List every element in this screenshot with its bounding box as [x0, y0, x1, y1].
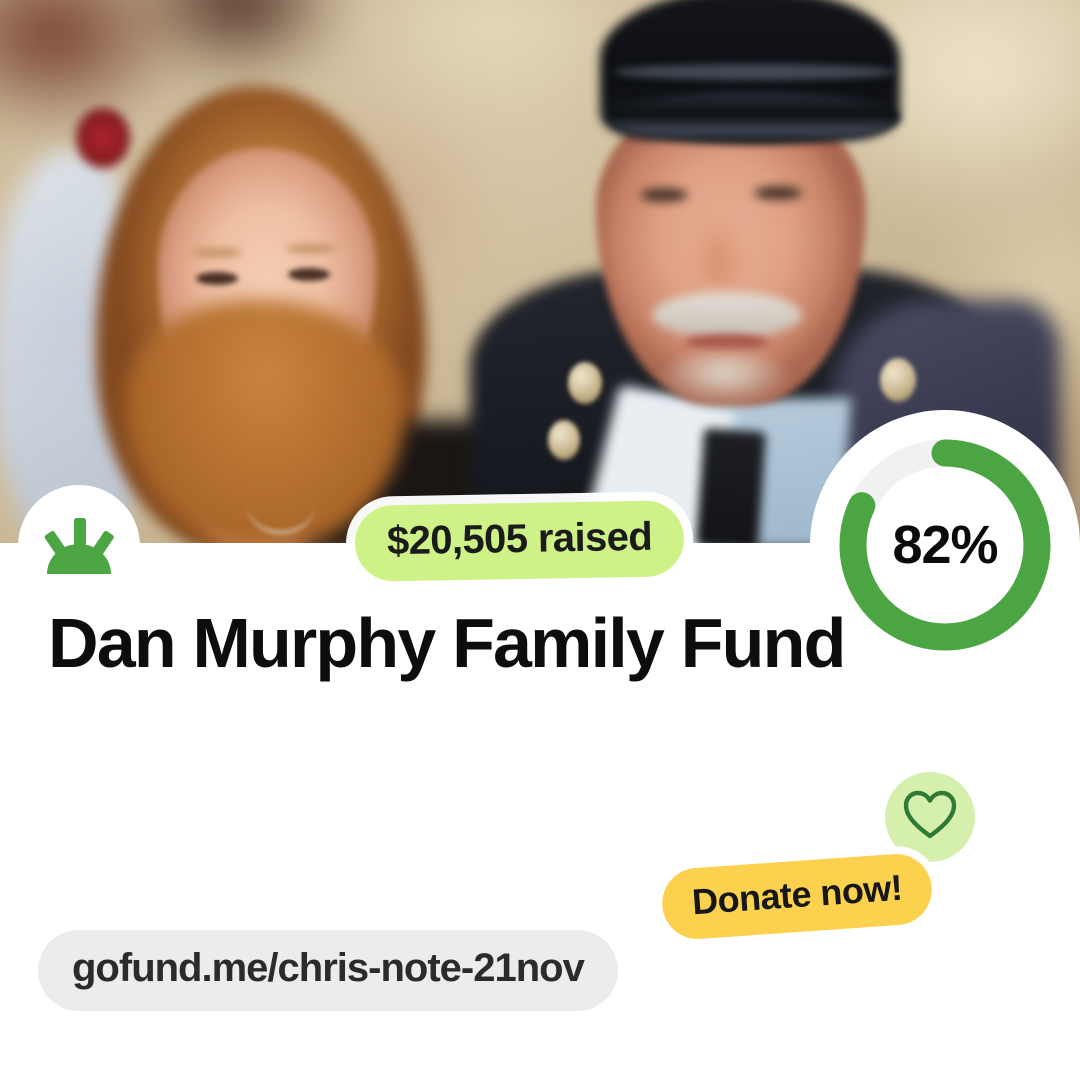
heart-badge [885, 772, 975, 862]
gofundme-sunrise-icon [42, 516, 116, 576]
amount-raised-badge: $20,505 raised [354, 500, 685, 582]
man-cap-brim [608, 92, 900, 144]
man-eye-left [640, 188, 688, 202]
man-uniform-button-2 [548, 420, 580, 460]
woman-eyebrow-left [192, 248, 242, 257]
woman-eye-left [196, 272, 238, 285]
man-uniform-button-3 [880, 358, 916, 402]
man-mouth [686, 334, 768, 350]
gofundme-logo-badge [18, 485, 140, 607]
progress-ring-value [839, 439, 1051, 651]
campaign-title: Dan Murphy Family Fund [48, 604, 846, 682]
campaign-url-pill[interactable]: gofund.me/chris-note-21nov [38, 930, 618, 1011]
woman-eyebrow-right [286, 244, 336, 253]
man-mustache [652, 292, 802, 338]
woman-eye-right [288, 268, 330, 281]
man-nose [688, 208, 750, 286]
man-uniform-button-1 [568, 362, 602, 404]
progress-ring: 82% [810, 410, 1080, 680]
woman-hair-flower [76, 108, 130, 168]
progress-percent-label: 82% [892, 515, 998, 575]
man-necktie [695, 427, 767, 545]
man-cap-band [614, 64, 896, 80]
campaign-photo [0, 0, 1080, 545]
heart-outline-icon [902, 789, 958, 846]
man-chin-beard [660, 352, 790, 406]
man-eye-right [754, 186, 802, 200]
woman-necklace [246, 470, 316, 535]
